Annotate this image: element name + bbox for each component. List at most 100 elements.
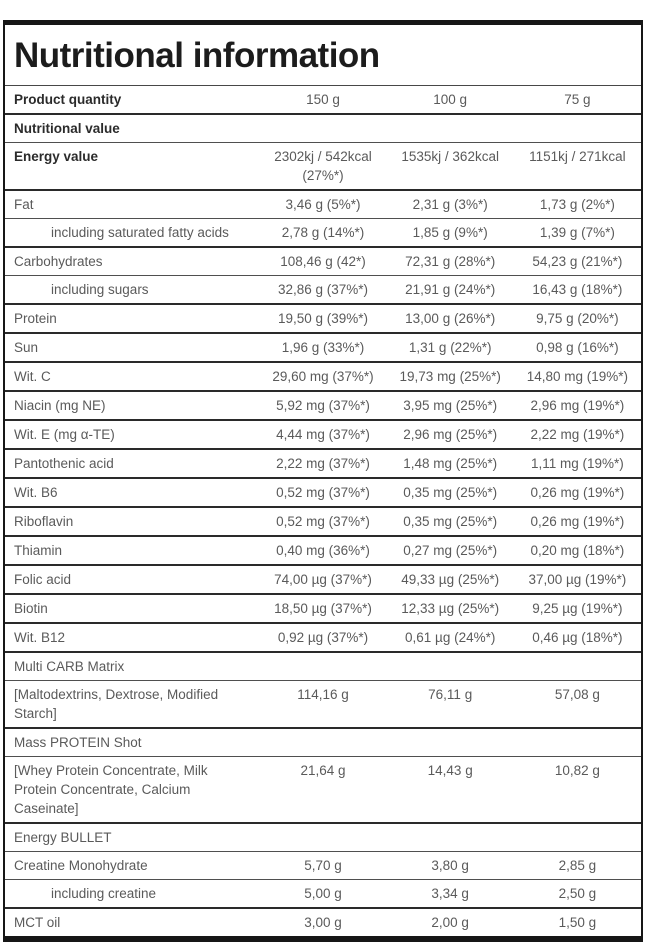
row-value: 0,92 µg (37%*): [277, 630, 369, 645]
row-value: 19,73 mg (25%*): [399, 369, 501, 384]
row-value: 21,64 g: [300, 763, 346, 778]
table-row: [Whey Protein Concentrate, Milk Protein …: [5, 756, 641, 824]
row-value: 0,20 mg (18%*): [530, 543, 625, 558]
row-value: 2,96 mg (25%*): [403, 427, 498, 442]
row-label: [Maltodextrins, Dextrose, Modified Starc…: [14, 687, 219, 721]
quantity-header-row: Product quantity 150 g 100 g 75 g: [5, 86, 641, 114]
row-label: Wit. B12: [14, 630, 66, 645]
section-label: Mass PROTEIN Shot: [14, 735, 142, 750]
quantity-col-150g: 150 g: [306, 92, 340, 107]
row-label: Folic acid: [14, 572, 72, 587]
quantity-col-75g: 75 g: [564, 92, 591, 107]
row-value: 3,46 g (5%*): [285, 197, 361, 212]
row-value: 4,44 mg (37%*): [276, 427, 370, 442]
row-value: 9,75 g (20%*): [536, 311, 619, 326]
table-row: including creatine 5,00 g 3,34 g 2,50 g: [5, 879, 641, 909]
row-value: 49,33 µg (25%*): [401, 572, 500, 587]
table-row: Thiamin 0,40 mg (36%*) 0,27 mg (25%*) 0,20 …: [5, 536, 641, 565]
quantity-col-100g: 100 g: [433, 92, 468, 107]
row-label: Creatine Monohydrate: [14, 858, 148, 873]
row-value: 54,23 g (21%*): [532, 254, 623, 269]
row-label: Niacin (mg NE): [14, 398, 106, 413]
row-label: Protein: [14, 311, 57, 326]
table-row: Wit. E (mg α-TE) 4,44 mg (37%*) 2,96 mg (2…: [5, 420, 641, 449]
table-row: including sugars 32,86 g (37%*) 21,91 g (2…: [5, 275, 641, 305]
row-value: 0,52 mg (37%*): [276, 485, 370, 500]
row-value: 1535kj / 362kcal: [401, 149, 499, 164]
row-value: 0,46 µg (18%*): [532, 630, 623, 645]
row-value: 16,43 g (18%*): [532, 282, 623, 297]
row-label: [Whey Protein Concentrate, Milk Protein …: [14, 763, 208, 816]
row-value: 2,22 mg (19%*): [530, 427, 625, 442]
row-value: 1,31 g (22%*): [408, 340, 492, 355]
row-value: 12,33 µg (25%*): [401, 601, 500, 616]
table-row: including saturated fatty acids 2,78 g (1…: [5, 218, 641, 248]
row-value: 10,82 g: [554, 763, 600, 778]
row-label: Thiamin: [14, 543, 63, 558]
row-value: 0,26 mg (19%*): [530, 514, 625, 529]
row-label: Wit. C: [14, 369, 51, 384]
section-label: Nutritional value: [14, 121, 120, 136]
section-row: Multi CARB Matrix: [5, 652, 641, 681]
row-value: 1151kj / 271kcal: [529, 149, 626, 164]
row-label: including creatine: [51, 886, 157, 901]
row-value: 1,85 g (9%*): [412, 225, 488, 240]
row-value: 37,00 µg (19%*): [528, 572, 627, 587]
row-value: 3,00 g: [304, 915, 342, 930]
row-value: 108,46 g (42*): [280, 254, 366, 269]
row-label: Energy value: [14, 149, 99, 164]
table-row: Niacin (mg NE) 5,92 mg (37%*) 3,95 mg (25%…: [5, 391, 641, 420]
row-value: 1,39 g (7%*): [539, 225, 615, 240]
table-row: MCT oil 3,00 g 2,00 g 1,50 g: [5, 908, 641, 936]
table-row: Wit. B12 0,92 µg (37%*) 0,61 µg (24%*) 0,46…: [5, 623, 641, 652]
row-value: 0,35 mg (25%*): [403, 514, 498, 529]
row-label: MCT oil: [14, 915, 61, 930]
product-quantity-label: Product quantity: [14, 92, 122, 107]
table-row: Fat 3,46 g (5%*) 2,31 g (3%*) 1,73 g (2%*): [5, 190, 641, 219]
row-value: 2,00 g: [431, 915, 469, 930]
table-row: Pantothenic acid 2,22 mg (37%*) 1,48 mg (2…: [5, 449, 641, 478]
section-label: Multi CARB Matrix: [14, 659, 125, 674]
row-value: 0,27 mg (25%*): [403, 543, 498, 558]
row-value: 74,00 µg (37%*): [274, 572, 372, 587]
title-block: Nutritional information: [5, 25, 641, 86]
row-value: 3,95 mg (25%*): [403, 398, 498, 413]
row-value: 0,26 mg (19%*): [530, 485, 625, 500]
row-value: 72,31 g (28%*): [405, 254, 496, 269]
section-row: Energy BULLET: [5, 823, 641, 852]
row-value: 0,61 µg (24%*): [405, 630, 496, 645]
row-value: 19,50 g (39%*): [277, 311, 369, 326]
row-label: Sun: [14, 340, 39, 355]
table-body: Nutritional value Energy value 2302kj / 54…: [5, 114, 641, 936]
row-label: including saturated fatty acids: [51, 225, 229, 240]
row-value: 32,86 g (37%*): [277, 282, 369, 297]
row-value: 5,70 g: [304, 858, 342, 873]
row-value: 9,25 µg (19%*): [532, 601, 623, 616]
row-value: 3,80 g: [431, 858, 469, 873]
row-value: 2,78 g (14%*): [281, 225, 365, 240]
row-label: Carbohydrates: [14, 254, 103, 269]
row-value: 1,73 g (2%*): [539, 197, 615, 212]
row-value: 2,50 g: [558, 886, 597, 901]
row-value: 29,60 mg (37%*): [272, 369, 374, 384]
row-label: Biotin: [14, 601, 48, 616]
page-title: Nutritional information: [14, 36, 380, 75]
table-row: Riboflavin 0,52 mg (37%*) 0,35 mg (25%*) 0,…: [5, 507, 641, 536]
row-value: 0,98 g (16%*): [536, 340, 619, 355]
row-value: 13,00 g (26%*): [405, 311, 496, 326]
table-row: Carbohydrates 108,46 g (42*) 72,31 g (28%*…: [5, 247, 641, 276]
row-value: 2302kj / 542kcal (27%*): [274, 149, 372, 183]
nutrition-panel: Nutritional information Product quantity…: [3, 20, 643, 942]
row-value: 1,11 mg (19%*): [530, 456, 624, 471]
row-label: Pantothenic acid: [14, 456, 114, 471]
table-row: Protein 19,50 g (39%*) 13,00 g (26%*) 9,75 …: [5, 304, 641, 333]
row-label: including sugars: [51, 282, 149, 297]
row-value: 2,22 mg (37%*): [276, 456, 370, 471]
table-row: Creatine Monohydrate 5,70 g 3,80 g 2,85 g: [5, 851, 641, 880]
section-label: Energy BULLET: [14, 830, 112, 845]
row-label: Wit. E (mg α-TE): [14, 427, 115, 442]
table-row: Wit. B6 0,52 mg (37%*) 0,35 mg (25%*) 0,26 …: [5, 478, 641, 507]
table-row: [Maltodextrins, Dextrose, Modified Starc…: [5, 680, 641, 729]
row-value: 0,35 mg (25%*): [403, 485, 498, 500]
row-value: 1,96 g (33%*): [281, 340, 365, 355]
